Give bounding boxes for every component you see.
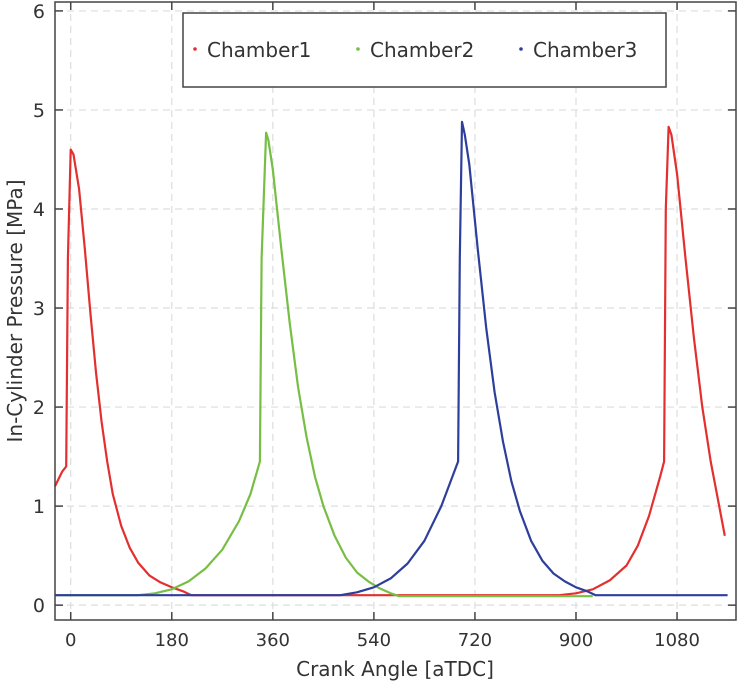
x-tick-label: 540 — [357, 630, 391, 651]
grid — [55, 2, 736, 620]
legend-marker-chamber1 — [193, 47, 197, 51]
x-tick-label: 1080 — [654, 630, 700, 651]
legend-label: Chamber2 — [370, 38, 474, 62]
y-tick-label: 6 — [33, 1, 45, 23]
y-tick-label: 1 — [33, 496, 45, 518]
x-tick-label: 180 — [155, 630, 189, 651]
y-axis-label: In-Cylinder Pressure [MPa] — [3, 180, 27, 443]
ticks: 0 180 360 540 720 900 1080 0 1 2 3 4 5 6 — [33, 1, 736, 651]
y-tick-label: 0 — [33, 595, 45, 617]
legend-marker-chamber3 — [519, 47, 523, 51]
x-tick-label: 360 — [256, 630, 290, 651]
plot-frame — [54, 1, 737, 621]
y-tick-label: 4 — [33, 199, 45, 221]
series-line-chamber2 — [55, 131, 593, 598]
x-tick-label: 0 — [65, 630, 76, 651]
y-tick-label: 5 — [33, 100, 45, 122]
legend-box — [182, 12, 667, 88]
y-tick-label: 3 — [33, 298, 45, 320]
series-line-chamber1 — [54, 125, 726, 597]
y-tick-label: 2 — [33, 397, 45, 419]
x-tick-label: 720 — [458, 630, 492, 651]
series-lines — [54, 120, 728, 598]
x-tick-label: 900 — [559, 630, 593, 651]
legend-label: Chamber3 — [533, 38, 637, 62]
legend: Chamber1 Chamber2 Chamber3 — [182, 12, 667, 88]
series-line-chamber3 — [55, 120, 728, 597]
x-axis-label: Crank Angle [aTDC] — [296, 657, 494, 681]
legend-marker-chamber2 — [356, 47, 360, 51]
legend-label: Chamber1 — [207, 38, 311, 62]
